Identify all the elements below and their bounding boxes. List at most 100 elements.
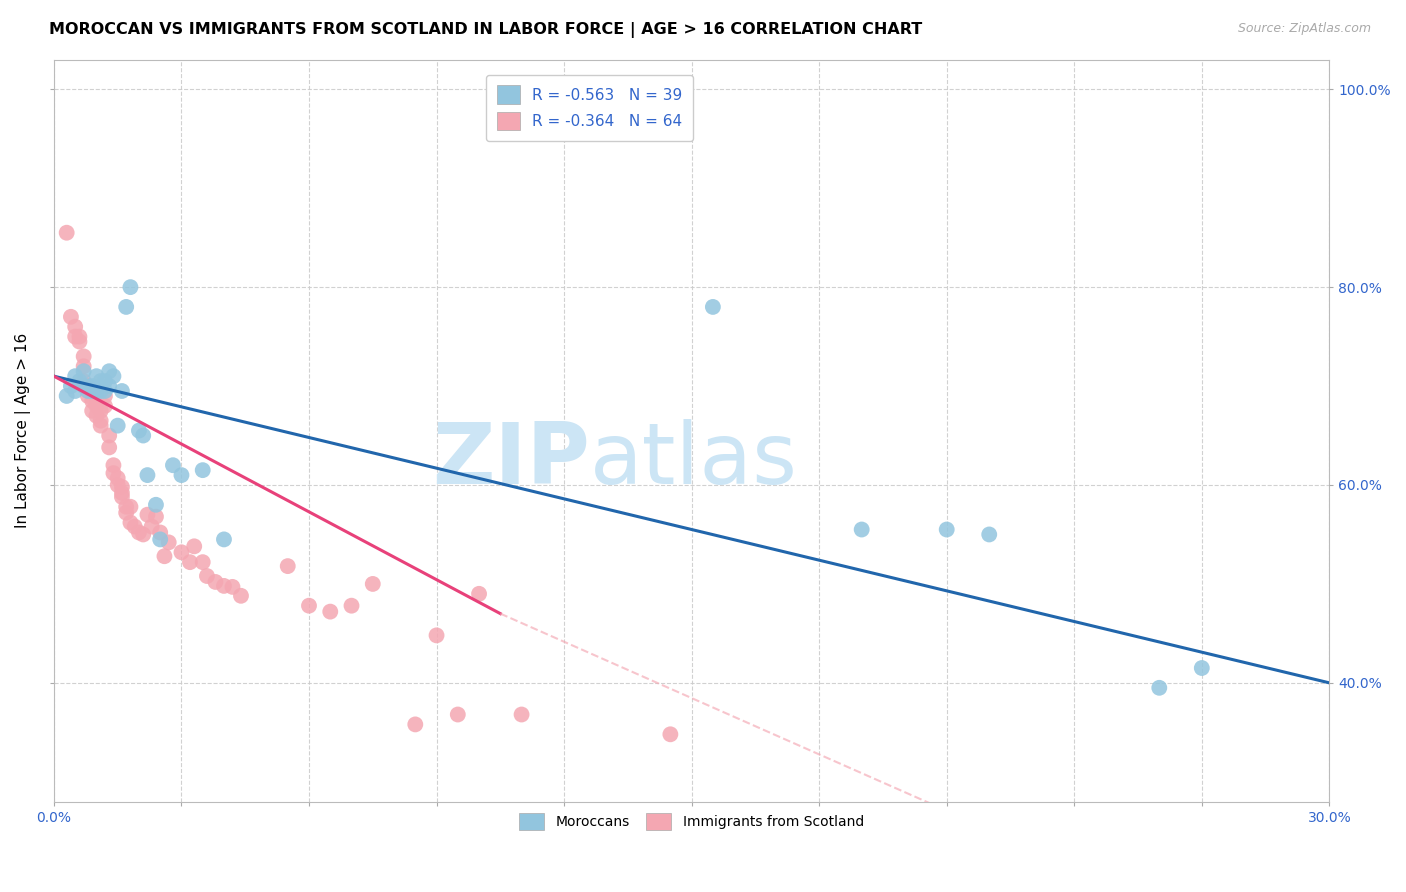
Point	[82, 384, 104, 398]
Point	[111, 486, 134, 500]
Point	[191, 463, 214, 477]
Point	[124, 519, 146, 533]
Point	[77, 384, 100, 398]
Point	[157, 535, 180, 549]
Point	[145, 509, 167, 524]
Point	[1191, 661, 1213, 675]
Point	[115, 300, 138, 314]
Point	[149, 525, 172, 540]
Point	[77, 379, 100, 393]
Point	[170, 468, 193, 483]
Point	[404, 717, 426, 731]
Point	[120, 280, 142, 294]
Point	[107, 418, 129, 433]
Text: Source: ZipAtlas.com: Source: ZipAtlas.com	[1237, 22, 1371, 36]
Point	[510, 707, 533, 722]
Point	[191, 555, 214, 569]
Point	[90, 404, 112, 418]
Point	[86, 369, 108, 384]
Point	[319, 605, 342, 619]
Point	[128, 525, 150, 540]
Point	[115, 500, 138, 514]
Point	[115, 506, 138, 520]
Point	[67, 334, 90, 349]
Point	[73, 374, 96, 388]
Point	[90, 374, 112, 388]
Point	[132, 527, 155, 541]
Point	[979, 527, 1001, 541]
Point	[136, 468, 159, 483]
Point	[702, 300, 724, 314]
Point	[103, 369, 125, 384]
Point	[447, 707, 470, 722]
Point	[179, 555, 201, 569]
Point	[212, 533, 235, 547]
Point	[67, 374, 90, 388]
Text: MOROCCAN VS IMMIGRANTS FROM SCOTLAND IN LABOR FORCE | AGE > 16 CORRELATION CHART: MOROCCAN VS IMMIGRANTS FROM SCOTLAND IN …	[49, 22, 922, 38]
Point	[82, 379, 104, 393]
Point	[120, 516, 142, 530]
Point	[55, 226, 77, 240]
Point	[98, 441, 121, 455]
Text: ZIP: ZIP	[432, 418, 589, 502]
Point	[86, 384, 108, 398]
Point	[128, 424, 150, 438]
Point	[107, 471, 129, 485]
Legend: Moroccans, Immigrants from Scotland: Moroccans, Immigrants from Scotland	[513, 807, 869, 836]
Point	[170, 545, 193, 559]
Point	[340, 599, 363, 613]
Point	[111, 490, 134, 504]
Point	[94, 389, 117, 403]
Point	[298, 599, 321, 613]
Point	[98, 379, 121, 393]
Point	[103, 458, 125, 473]
Point	[86, 399, 108, 413]
Point	[111, 480, 134, 494]
Point	[86, 409, 108, 423]
Point	[73, 364, 96, 378]
Point	[162, 458, 184, 473]
Point	[63, 384, 86, 398]
Point	[73, 359, 96, 374]
Point	[221, 580, 243, 594]
Point	[94, 399, 117, 413]
Point	[77, 389, 100, 403]
Point	[103, 466, 125, 480]
Point	[229, 589, 252, 603]
Point	[212, 579, 235, 593]
Point	[82, 384, 104, 398]
Point	[277, 559, 299, 574]
Point	[67, 329, 90, 343]
Point	[73, 379, 96, 393]
Point	[149, 533, 172, 547]
Point	[111, 384, 134, 398]
Point	[107, 478, 129, 492]
Point	[59, 310, 82, 324]
Point	[82, 393, 104, 408]
Point	[935, 523, 957, 537]
Point	[153, 549, 176, 564]
Point	[98, 364, 121, 378]
Point	[120, 500, 142, 514]
Point	[361, 577, 384, 591]
Point	[59, 379, 82, 393]
Point	[145, 498, 167, 512]
Point	[468, 587, 491, 601]
Point	[63, 319, 86, 334]
Point	[63, 369, 86, 384]
Point	[90, 384, 112, 398]
Point	[63, 329, 86, 343]
Point	[183, 539, 205, 553]
Text: atlas: atlas	[589, 418, 797, 502]
Point	[659, 727, 682, 741]
Point	[136, 508, 159, 522]
Point	[94, 384, 117, 398]
Point	[73, 350, 96, 364]
Point	[94, 374, 117, 388]
Point	[132, 428, 155, 442]
Point	[1149, 681, 1171, 695]
Point	[98, 428, 121, 442]
Point	[77, 379, 100, 393]
Point	[204, 574, 226, 589]
Point	[90, 414, 112, 428]
